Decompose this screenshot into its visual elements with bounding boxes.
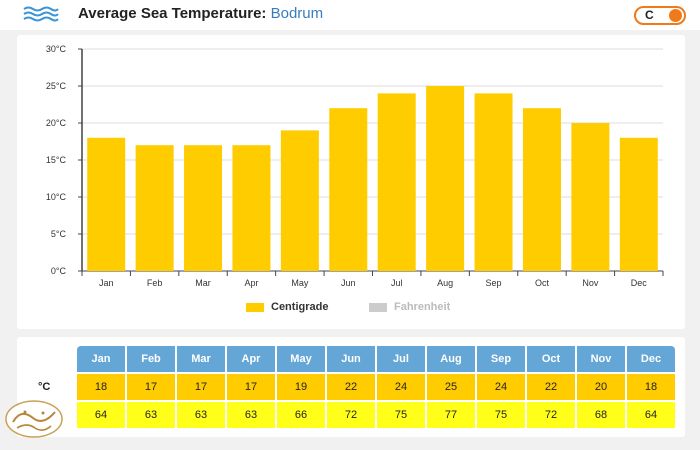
bar-feb [135, 145, 174, 271]
fahrenheit-cell-apr: 63 [227, 402, 275, 428]
celsius-row-label: °C [38, 381, 51, 393]
x-tick-label: Jan [99, 278, 114, 288]
celsius-cell-oct: 22 [527, 374, 575, 400]
page-header: Average Sea Temperature: Bodrum C [0, 0, 700, 30]
month-header-row: Jan Feb Mar Apr May Jun Jul Aug Sep Oct Nov Dec [77, 346, 677, 372]
bar-apr [232, 145, 271, 271]
month-header-apr: Apr [227, 346, 275, 372]
month-header-jul: Jul [377, 346, 425, 372]
y-tick-label: 30°C [46, 44, 67, 54]
y-tick-label: 25°C [46, 81, 67, 91]
bar-nov [571, 123, 610, 271]
month-header-mar: Mar [177, 346, 225, 372]
celsius-cell-nov: 20 [577, 374, 625, 400]
chart-card: 0°C 5°C 10°C 15°C 20°C 25°C 30°C Jan Feb Mar Apr Ma… [17, 35, 685, 329]
fahrenheit-cell-sep: 75 [477, 402, 525, 428]
month-header-sep: Sep [477, 346, 525, 372]
y-tick-label: 5°C [51, 229, 67, 239]
bar-mar [184, 145, 223, 271]
y-tick-label: 20°C [46, 118, 67, 128]
celsius-cell-jul: 24 [377, 374, 425, 400]
fahrenheit-cell-jul: 75 [377, 402, 425, 428]
month-header-nov: Nov [577, 346, 625, 372]
unit-toggle-label: C [645, 8, 654, 22]
bar-jul [377, 93, 416, 272]
x-tick-label: Aug [437, 278, 453, 288]
legend-centigrade-label: Centigrade [271, 301, 329, 313]
x-tick-label: Sep [486, 278, 502, 288]
fahrenheit-cell-jan: 64 [77, 402, 125, 428]
chart-legend: Centigrade Fahrenheit [0, 301, 700, 317]
legend-fahrenheit-label: Fahrenheit [394, 301, 451, 313]
bar-oct [522, 108, 561, 271]
bar-jun [329, 108, 368, 271]
bar-dec [619, 137, 658, 271]
month-header-jan: Jan [77, 346, 125, 372]
celsius-cell-mar: 17 [177, 374, 225, 400]
bar-may [280, 130, 319, 271]
fahrenheit-cell-dec: 64 [627, 402, 675, 428]
x-tick-label: Jun [341, 278, 356, 288]
fahrenheit-cell-oct: 72 [527, 402, 575, 428]
x-tick-label: Dec [631, 278, 648, 288]
x-tick-label: May [291, 278, 309, 288]
page-title: Average Sea Temperature: Bodrum [78, 5, 323, 22]
y-tick-label: 10°C [46, 192, 67, 202]
bar-sep [474, 93, 513, 272]
fahrenheit-cell-nov: 68 [577, 402, 625, 428]
location-name: Bodrum [270, 5, 324, 22]
legend-fahrenheit[interactable]: Fahrenheit [369, 301, 450, 313]
legend-centigrade[interactable]: Centigrade [246, 301, 328, 313]
celsius-cell-jan: 18 [77, 374, 125, 400]
temperature-chart: 0°C 5°C 10°C 15°C 20°C 25°C 30°C Jan Feb Mar Apr Ma… [46, 44, 664, 288]
celsius-cell-dec: 18 [627, 374, 675, 400]
x-tick-label: Apr [244, 278, 258, 288]
celsius-cell-may: 19 [277, 374, 325, 400]
x-tick-label: Jul [391, 278, 403, 288]
fahrenheit-cell-jun: 72 [327, 402, 375, 428]
y-tick-label: 0°C [51, 266, 67, 276]
unit-toggle[interactable]: C [634, 6, 686, 25]
x-tick-label: Mar [195, 278, 211, 288]
x-tick-label: Feb [147, 278, 163, 288]
waves-icon [23, 6, 59, 22]
month-header-feb: Feb [127, 346, 175, 372]
fahrenheit-row: 64 63 63 63 66 72 75 77 75 72 68 64 [77, 402, 677, 428]
toggle-knob [669, 9, 682, 22]
y-tick-label: 15°C [46, 155, 67, 165]
fahrenheit-cell-may: 66 [277, 402, 325, 428]
bar-aug [426, 86, 465, 271]
fahrenheit-cell-feb: 63 [127, 402, 175, 428]
celsius-cell-jun: 22 [327, 374, 375, 400]
fahrenheit-cell-mar: 63 [177, 402, 225, 428]
bar-jan [87, 137, 126, 271]
month-header-may: May [277, 346, 325, 372]
celsius-cell-aug: 25 [427, 374, 475, 400]
x-tick-label: Oct [535, 278, 550, 288]
watermark-logo [5, 400, 63, 438]
fahrenheit-cell-aug: 77 [427, 402, 475, 428]
x-tick-label: Nov [582, 278, 599, 288]
celsius-cell-feb: 17 [127, 374, 175, 400]
month-header-oct: Oct [527, 346, 575, 372]
celsius-cell-sep: 24 [477, 374, 525, 400]
celsius-cell-apr: 17 [227, 374, 275, 400]
legend-fahrenheit-swatch [369, 302, 387, 312]
title-text: Average Sea Temperature: [78, 5, 267, 22]
legend-centigrade-swatch [246, 302, 264, 312]
month-header-aug: Aug [427, 346, 475, 372]
month-header-jun: Jun [327, 346, 375, 372]
celsius-row: 18 17 17 17 19 22 24 25 24 22 20 18 [77, 374, 677, 400]
month-header-dec: Dec [627, 346, 675, 372]
